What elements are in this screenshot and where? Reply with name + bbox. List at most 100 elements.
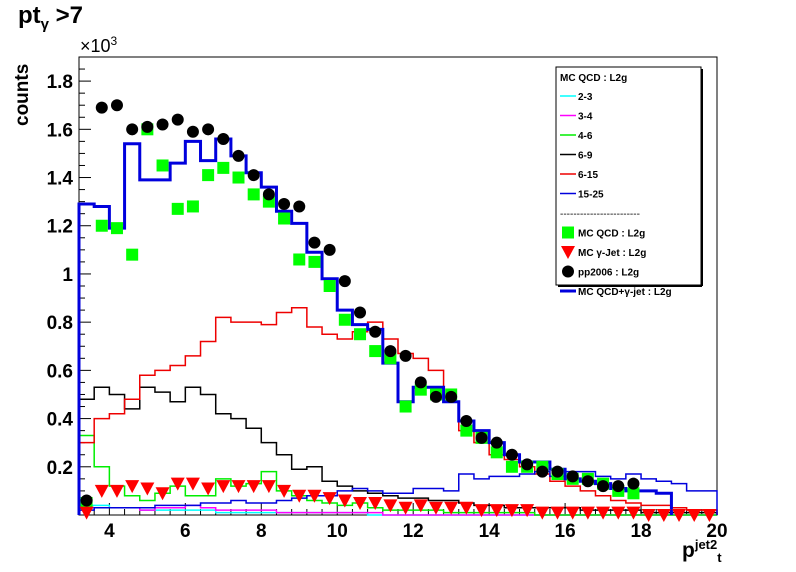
marker-mc-qcd xyxy=(232,171,245,184)
x-axis-label: pjet2t xyxy=(682,538,722,564)
legend-label: 6-15 xyxy=(578,170,598,181)
marker-mc-gamma-jet xyxy=(459,501,474,515)
y-tick-label: 1.6 xyxy=(47,120,73,141)
marker-mc-gamma-jet xyxy=(596,506,611,520)
marker-pp2006 xyxy=(627,477,640,490)
marker-mc-gamma-jet xyxy=(170,477,185,491)
marker-mc-gamma-jet xyxy=(79,506,94,520)
marker-mc-qcd xyxy=(399,400,412,413)
legend-label: MC QCD+γ-jet : L2g xyxy=(578,287,672,298)
marker-pp2006 xyxy=(80,494,93,507)
marker-mc-gamma-jet xyxy=(702,509,717,522)
y-tick-label: 0.2 xyxy=(47,458,73,479)
marker-mc-gamma-jet xyxy=(611,506,626,520)
marker-mc-gamma-jet xyxy=(140,482,155,496)
y-tick-label: 1.4 xyxy=(47,169,74,190)
marker-mc-qcd xyxy=(505,460,518,473)
marker-pp2006 xyxy=(202,123,215,136)
x-tick-label: 8 xyxy=(256,521,267,542)
marker-pp2006 xyxy=(156,118,169,131)
page-title: ptγ >7 xyxy=(18,2,83,33)
marker-mc-gamma-jet xyxy=(672,509,687,522)
marker-mc-qcd xyxy=(110,222,123,235)
marker-pp2006 xyxy=(445,390,458,403)
marker-pp2006 xyxy=(308,236,321,249)
marker-pp2006 xyxy=(293,200,306,213)
marker-mc-gamma-jet xyxy=(687,509,702,522)
marker-pp2006 xyxy=(278,198,291,211)
marker-mc-gamma-jet xyxy=(125,480,140,494)
legend-title: MC QCD : L2g xyxy=(560,73,627,84)
marker-mc-qcd xyxy=(217,161,230,174)
legend-label: 3-4 xyxy=(578,112,593,123)
marker-pp2006 xyxy=(521,458,534,471)
marker-mc-gamma-jet xyxy=(398,501,413,515)
marker-mc-qcd xyxy=(338,313,351,326)
marker-pp2006 xyxy=(460,414,473,427)
marker-mc-gamma-jet xyxy=(535,506,550,520)
x-axis-label-sup: jet2 xyxy=(694,537,718,552)
marker-mc-gamma-jet xyxy=(489,504,504,518)
marker-mc-gamma-jet xyxy=(656,509,671,522)
marker-mc-gamma-jet xyxy=(322,492,337,506)
marker-pp2006 xyxy=(247,169,260,182)
marker-pp2006 xyxy=(536,465,549,478)
legend-label: 2-3 xyxy=(578,92,593,103)
marker-mc-gamma-jet xyxy=(428,501,443,515)
marker-mc-qcd xyxy=(247,188,260,201)
histogram-15-25 xyxy=(78,470,718,515)
x-tick-label: 4 xyxy=(104,521,115,542)
legend-swatch xyxy=(562,265,574,278)
marker-mc-qcd xyxy=(95,219,108,232)
title-rest: >7 xyxy=(49,2,84,29)
title-subscript: γ xyxy=(40,15,49,33)
histogram-6-15 xyxy=(78,306,718,515)
marker-pp2006 xyxy=(186,125,199,138)
marker-pp2006 xyxy=(384,345,397,358)
y-tick-label: 0.6 xyxy=(47,361,73,382)
marker-mc-qcd xyxy=(323,280,336,292)
marker-mc-gamma-jet xyxy=(565,506,580,520)
marker-pp2006 xyxy=(338,275,351,288)
x-tick-label: 18 xyxy=(630,521,651,542)
x-tick-label: 14 xyxy=(479,521,501,542)
marker-mc-gamma-jet xyxy=(185,477,200,491)
legend-swatch xyxy=(561,246,575,259)
legend-label: 6-9 xyxy=(578,151,593,162)
marker-mc-gamma-jet xyxy=(550,506,565,520)
marker-pp2006 xyxy=(141,120,154,133)
marker-mc-gamma-jet xyxy=(474,504,489,518)
marker-mc-gamma-jet xyxy=(94,484,109,498)
marker-mc-gamma-jet xyxy=(368,496,383,510)
marker-mc-gamma-jet xyxy=(580,506,595,520)
marker-pp2006 xyxy=(323,243,336,256)
legend-label: MC QCD : L2g xyxy=(578,229,645,240)
marker-pp2006 xyxy=(551,465,564,478)
multiplier-exponent: 3 xyxy=(110,34,118,48)
marker-mc-qcd xyxy=(156,159,169,172)
marker-mc-gamma-jet xyxy=(641,509,656,522)
y-tick-label: 1.8 xyxy=(47,72,73,93)
x-tick-label: 12 xyxy=(403,521,424,542)
marker-mc-qcd xyxy=(202,169,215,182)
marker-pp2006 xyxy=(354,306,367,319)
marker-mc-qcd xyxy=(627,487,640,500)
marker-pp2006 xyxy=(597,480,610,493)
y-tick-label: 1 xyxy=(62,265,73,286)
marker-mc-qcd xyxy=(354,328,367,341)
x-axis-label-sub: t xyxy=(717,550,722,566)
x-tick-label: 10 xyxy=(327,521,348,542)
legend-label: 4-6 xyxy=(578,131,593,142)
marker-mc-gamma-jet xyxy=(155,487,170,501)
marker-pp2006 xyxy=(399,349,412,362)
marker-mc-qcd xyxy=(369,345,382,358)
marker-pp2006 xyxy=(171,113,184,126)
marker-pp2006 xyxy=(505,448,518,461)
marker-mc-gamma-jet xyxy=(307,489,322,503)
marker-pp2006 xyxy=(429,390,442,403)
title-main: pt xyxy=(18,2,41,29)
marker-mc-gamma-jet xyxy=(383,499,398,513)
marker-pp2006 xyxy=(369,325,382,338)
marker-mc-gamma-jet xyxy=(261,480,276,494)
marker-mc-gamma-jet xyxy=(444,501,459,515)
